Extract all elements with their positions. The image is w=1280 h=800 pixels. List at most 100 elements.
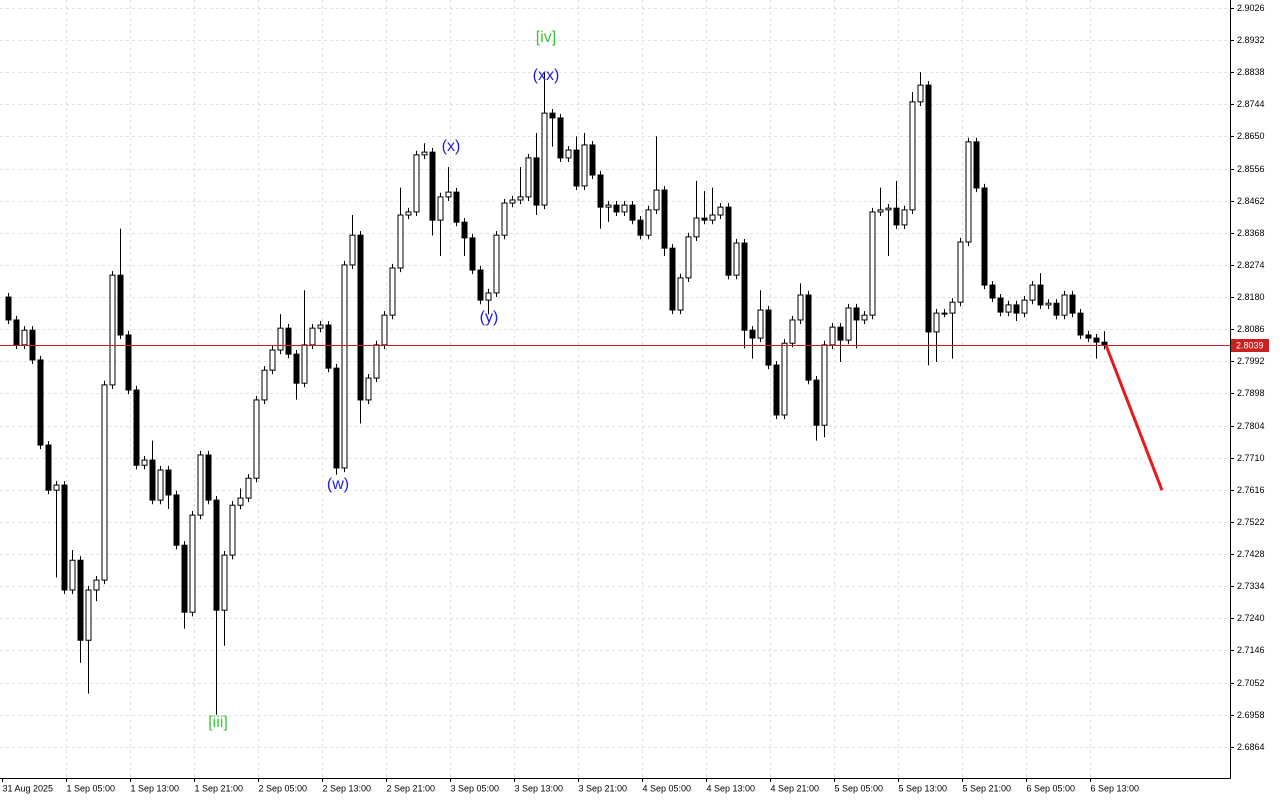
candle-body [277,327,284,351]
y-tick-label: 2.7146 [1237,645,1265,655]
x-tick-label: 3 Sep 21:00 [579,783,628,793]
candle-body [93,579,100,591]
y-tick-label: 2.7898 [1237,388,1265,398]
candle-body [189,514,196,613]
candle-body [757,309,764,339]
candle-body [453,191,460,223]
candle-body [309,327,316,346]
candle-body [869,211,876,316]
candle-body [437,196,444,221]
candle-body [861,314,868,321]
candle-body [813,379,820,426]
candle-body [965,141,972,243]
x-tick-label: 31 Aug 2025 [3,783,54,793]
candle-body [1077,312,1084,336]
candle-body [477,269,484,301]
candle-body [389,267,396,316]
wave-label: (y) [480,309,499,326]
candle-body [77,559,84,641]
candle-body [1053,302,1060,316]
candle-body [101,384,108,581]
candle-body [909,101,916,211]
wave-label: [iii] [208,714,228,731]
candle-body [469,237,476,271]
candle-body [197,454,204,516]
x-tick-label: 3 Sep 13:00 [515,783,564,793]
candle-body [1045,302,1052,306]
candle-body [181,544,188,613]
y-tick-label: 2.8180 [1237,292,1265,302]
candle-body [789,319,796,344]
candle-body [269,349,276,371]
overlay: [iii] (w) (x) (y) (xx) [iv] [0,29,1230,731]
candle-body [557,117,564,159]
y-tick-label: 2.8462 [1237,196,1265,206]
wave-label: [iv] [536,29,556,46]
candle-body [133,389,140,466]
candle-body [845,307,852,341]
candle-body [709,214,716,221]
candle-body [821,344,828,426]
candles [5,72,1108,715]
y-tick-label: 2.8650 [1237,131,1265,141]
candle-body [917,84,924,103]
x-tick-label: 2 Sep 05:00 [259,783,308,793]
y-tick-label: 2.7428 [1237,549,1265,559]
candle-body [725,206,732,276]
candle-body [973,141,980,189]
wave-label: (xx) [533,67,560,84]
candle-body [253,399,260,479]
candle-body [461,221,468,239]
candle-body [405,211,412,216]
candle-body [1061,294,1068,316]
candle-body [893,207,900,226]
candle-body [525,157,532,198]
candle-body [365,377,372,401]
y-tick-label: 2.7334 [1237,581,1265,591]
candle-body [445,191,452,198]
x-tick-label: 4 Sep 21:00 [771,783,820,793]
candle-body [261,369,268,401]
candle-body [717,206,724,216]
y-tick-label: 2.7804 [1237,421,1265,431]
candle-body [573,149,580,187]
candle-body [597,174,604,208]
candle-body [485,292,492,301]
candle-body [285,327,292,355]
candle-body [1093,337,1100,343]
candle-body [517,196,524,201]
candle-body [981,187,988,286]
candle-body [1021,299,1028,314]
candle-body [621,204,628,213]
candle-body [541,112,548,206]
candle-body [85,589,92,641]
y-tick-label: 2.7616 [1237,485,1265,495]
candle-body [117,274,124,336]
candle-body [613,204,620,213]
candle-body [749,329,756,339]
candle-body [421,151,428,156]
candle-body [221,554,228,611]
candle-body [37,359,44,446]
candle-body [669,247,676,311]
candle-body [213,499,220,611]
y-tick-label: 2.8744 [1237,99,1265,109]
candle-body [149,459,156,501]
candle-body [61,484,68,591]
x-tick-label: 4 Sep 13:00 [707,783,756,793]
candle-body [429,151,436,221]
candle-body [69,559,76,591]
candle-body [765,309,772,366]
candle-body [349,234,356,266]
y-tick-label: 2.8838 [1237,67,1265,77]
y-tick-label: 2.9026 [1237,3,1265,13]
candle-body [549,112,556,119]
candle-body [645,209,652,236]
candle-body [605,204,612,208]
candle-body [565,149,572,159]
candle-body [773,364,780,416]
candle-body [357,234,364,401]
x-tick-label: 5 Sep 21:00 [963,783,1012,793]
wave-label: (x) [442,138,461,155]
candle-body [797,294,804,321]
